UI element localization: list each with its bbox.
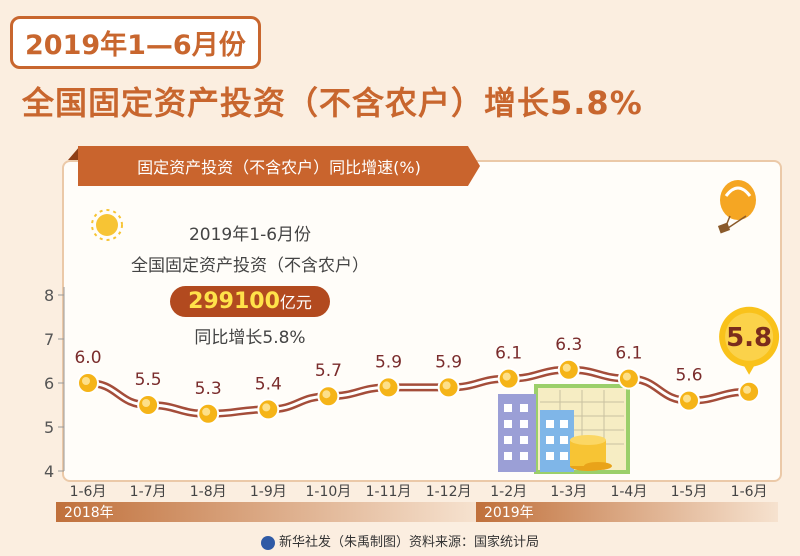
data-label: 5.3 xyxy=(195,379,222,399)
y-tick-label: 5 xyxy=(44,418,54,437)
data-label: 5.4 xyxy=(255,374,282,394)
x-tick-label: 1-3月 xyxy=(550,484,587,500)
data-point-highlight xyxy=(82,377,90,385)
summary-box: 2019年1-6月份 全国固定资产投资（不含农户） 299100亿元 同比增长5… xyxy=(120,220,380,348)
x-tick-label: 1-6月 xyxy=(731,484,768,500)
data-point-highlight xyxy=(202,407,211,416)
y-tick-label: 4 xyxy=(44,462,54,481)
amount-badge: 299100亿元 xyxy=(170,286,330,317)
footer-credit: 新华社发（朱禹制图）资料来源：国家统计局 xyxy=(0,531,800,550)
summary-growth: 同比增长5.8% xyxy=(194,328,306,348)
period-2019-bar: 2019年 xyxy=(476,502,778,522)
data-point-highlight xyxy=(562,363,571,372)
page-title: 全国固定资产投资（不含农户）增长5.8% xyxy=(22,84,643,122)
data-point-highlight xyxy=(622,372,631,381)
x-tick-label: 1-6月 xyxy=(70,484,107,500)
sun-icon xyxy=(91,209,123,241)
x-tick-label: 1-11月 xyxy=(366,484,412,500)
amount-value: 299100 xyxy=(188,289,280,314)
x-tick-label: 1-12月 xyxy=(426,484,472,500)
data-label: 5.7 xyxy=(315,361,342,381)
y-tick-label: 7 xyxy=(44,330,54,349)
summary-subject: 全国固定资产投资（不含农户） xyxy=(131,256,369,276)
callout-value: 5.8 xyxy=(726,323,772,353)
series-line-outer xyxy=(84,365,754,418)
x-tick-label: 1-8月 xyxy=(190,484,227,500)
x-tick-label: 1-4月 xyxy=(610,484,647,500)
data-point-highlight xyxy=(683,394,691,403)
series-line-inner xyxy=(87,368,750,416)
data-label: 6.0 xyxy=(74,348,101,368)
data-label: 5.9 xyxy=(375,352,402,372)
data-label: 5.9 xyxy=(435,352,462,372)
x-tick-label: 1-5月 xyxy=(671,484,708,500)
data-label: 6.3 xyxy=(555,335,582,355)
data-point-highlight xyxy=(382,381,391,390)
data-point-highlight xyxy=(743,385,752,394)
summary-period: 2019年1-6月份 xyxy=(188,225,312,245)
period-2018-bar: 2018年 xyxy=(56,502,476,522)
y-tick-label: 6 xyxy=(44,374,54,393)
data-label: 5.5 xyxy=(135,370,162,390)
data-label: 5.6 xyxy=(675,366,702,386)
y-tick-label: 8 xyxy=(44,286,54,305)
x-tick-label: 1-10月 xyxy=(306,484,352,500)
callout-bubble-inner xyxy=(725,312,774,361)
data-point-highlight xyxy=(502,372,511,381)
data-point-highlight xyxy=(142,399,151,407)
footer-text: 新华社发（朱禹制图）资料来源：国家统计局 xyxy=(278,535,539,550)
xinhua-logo-icon xyxy=(260,535,275,550)
data-point-highlight xyxy=(442,381,451,390)
data-point-highlight xyxy=(322,390,331,399)
hot-air-balloon-icon xyxy=(717,180,756,234)
data-label: 6.1 xyxy=(615,344,642,364)
amount-unit: 亿元 xyxy=(279,293,312,312)
data-label: 6.1 xyxy=(495,344,522,364)
title-date: 2019年1—6月份 xyxy=(10,16,261,69)
data-point-highlight xyxy=(262,403,271,412)
chart-title-tab: 固定资产投资（不含农户）同比增速(%) xyxy=(78,146,480,186)
x-tick-label: 1-2月 xyxy=(490,484,527,500)
x-tick-label: 1-9月 xyxy=(250,484,287,500)
coin-stack-icon xyxy=(570,435,612,471)
x-tick-label: 1-7月 xyxy=(130,484,167,500)
buildings-illustration xyxy=(498,384,630,474)
